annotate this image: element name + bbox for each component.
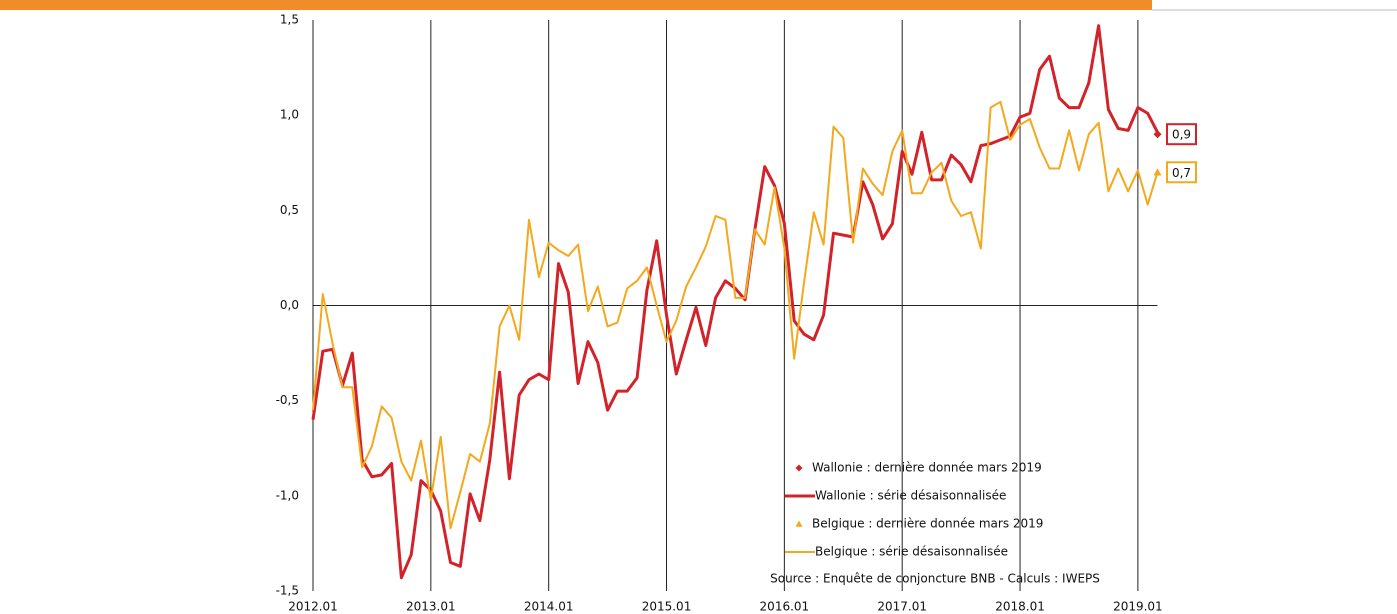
y-tick-label: 0,0 xyxy=(280,298,299,312)
last-point-marker xyxy=(1153,168,1162,176)
y-tick-label: -0,5 xyxy=(276,393,299,407)
source-note: Source : Enquête de conjoncture BNB - Ca… xyxy=(770,572,1100,586)
x-tick-label: 2019.01 xyxy=(1113,600,1163,614)
series-line xyxy=(311,24,1159,580)
top-bar xyxy=(0,0,1152,10)
series-line xyxy=(312,100,1159,530)
legend-marker xyxy=(795,464,803,472)
legend-marker xyxy=(795,520,803,527)
y-tick-label: -1,0 xyxy=(276,488,299,502)
y-tick-label: -1,5 xyxy=(276,584,299,598)
legend-label: Wallonie : dernière donnée mars 2019 xyxy=(812,461,1042,475)
x-tick-label: 2017.01 xyxy=(877,600,927,614)
x-tick-label: 2015.01 xyxy=(642,600,692,614)
value-label-box xyxy=(1166,161,1197,184)
x-tick-label: 2013.01 xyxy=(406,600,456,614)
last-point-marker xyxy=(1153,130,1162,139)
x-tick-label: 2012.01 xyxy=(288,600,338,614)
legend-label: Belgique : série désaisonnalisée xyxy=(815,545,1008,559)
x-tick-label: 2016.01 xyxy=(760,600,810,614)
value-label: 0,9 xyxy=(1172,128,1191,142)
y-tick-label: 1,5 xyxy=(280,13,299,27)
x-tick-label: 2018.01 xyxy=(995,600,1045,614)
y-tick-label: 0,5 xyxy=(280,203,299,217)
legend-label: Belgique : dernière donnée mars 2019 xyxy=(812,517,1043,531)
legend-label: Wallonie : série désaisonnalisée xyxy=(815,489,1006,503)
y-tick-label: 1,0 xyxy=(280,108,299,122)
x-tick-label: 2014.01 xyxy=(524,600,574,614)
value-label-box xyxy=(1166,123,1197,146)
value-label: 0,7 xyxy=(1172,166,1191,180)
